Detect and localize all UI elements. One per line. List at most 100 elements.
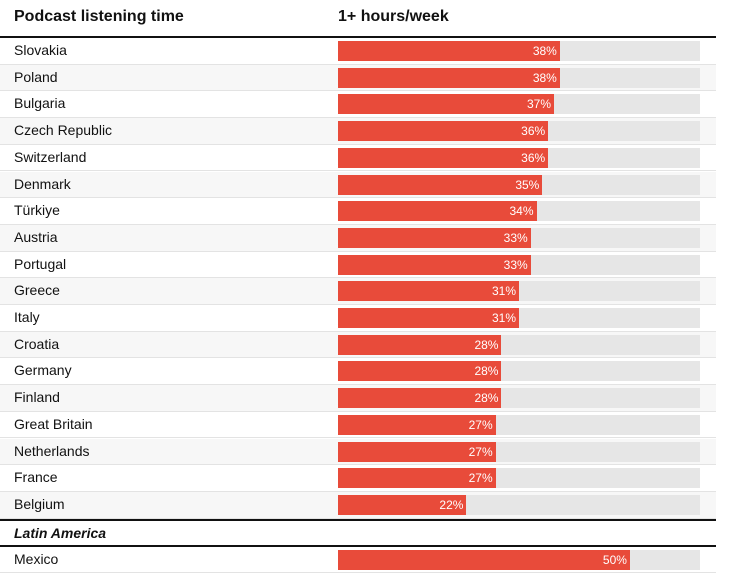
country-label: Netherlands	[14, 442, 90, 459]
table-row: Greece 31%	[0, 278, 716, 305]
bar: 36%	[338, 147, 549, 168]
value-label: 50%	[602, 552, 627, 567]
bar: 37%	[338, 94, 555, 115]
table-row: Czech Republic 36%	[0, 118, 716, 145]
bar-track: 28%	[338, 361, 700, 382]
bar-track: 27%	[338, 468, 700, 489]
bar: 31%	[338, 281, 519, 302]
table-row: Italy 31%	[0, 305, 716, 332]
table-row: Belgium 22%	[0, 491, 716, 519]
value-label: 37%	[527, 97, 552, 112]
table-row: Denmark 35%	[0, 171, 716, 199]
table-row: Germany 28%	[0, 358, 716, 386]
bar: 28%	[338, 388, 502, 409]
bar: 33%	[338, 227, 531, 248]
country-label: France	[14, 469, 58, 486]
country-label: Belgium	[14, 495, 65, 512]
value-label: 33%	[503, 257, 528, 272]
bar: 28%	[338, 334, 502, 355]
bar-track: 36%	[338, 121, 700, 142]
bar-track: 31%	[338, 281, 700, 302]
country-label: Italy	[14, 309, 40, 325]
label-column-header: Podcast listening time	[14, 8, 184, 25]
country-label: Croatia	[14, 335, 60, 352]
country-label: Mexico	[14, 550, 59, 567]
section-label: Latin America	[14, 524, 107, 541]
bar-track: 37%	[338, 94, 700, 115]
bar: 27%	[338, 414, 496, 435]
bar: 36%	[338, 121, 549, 142]
table-row: Portugal 33%	[0, 252, 716, 279]
value-label: 36%	[521, 124, 546, 139]
country-label: Germany	[14, 362, 72, 379]
bar-track: 38%	[338, 67, 700, 88]
value-label: 36%	[521, 150, 546, 165]
country-label: Czech Republic	[14, 122, 113, 139]
country-label: Türkiye	[14, 202, 60, 219]
value-label: 28%	[474, 364, 499, 379]
table-row: France 27%	[0, 465, 716, 492]
bar: 33%	[338, 254, 531, 275]
value-label: 27%	[468, 417, 493, 432]
value-label: 31%	[491, 311, 516, 325]
bar-track: 33%	[338, 254, 700, 275]
bar: 38%	[338, 67, 560, 88]
bar-track: 38%	[338, 41, 700, 61]
table-row: Slovakia 38%	[0, 38, 716, 65]
country-label: Switzerland	[14, 148, 87, 165]
bar: 27%	[338, 441, 496, 462]
bar: 50%	[338, 549, 630, 570]
divider-rule	[0, 544, 716, 547]
bar-track: 22%	[338, 494, 700, 515]
value-label: 38%	[532, 44, 557, 58]
bar: 35%	[338, 174, 543, 195]
table-row: Austria 33%	[0, 224, 716, 252]
table-row: Croatia 28%	[0, 331, 716, 359]
value-label: 27%	[468, 471, 493, 486]
value-label: 38%	[532, 70, 557, 85]
table-row: Türkiye 34%	[0, 198, 716, 225]
table-row: Poland 38%	[0, 64, 716, 92]
country-label: Austria	[14, 228, 58, 245]
value-label: 22%	[439, 497, 464, 512]
bar-track: 27%	[338, 441, 700, 462]
chart-header: Podcast listening time 1+ hours/week	[0, 0, 716, 36]
country-label: Slovakia	[14, 42, 67, 58]
country-label: Portugal	[14, 255, 67, 272]
bar-track: 31%	[338, 308, 700, 328]
divider-rule	[0, 518, 716, 521]
country-label: Denmark	[14, 175, 71, 192]
value-label: 28%	[474, 337, 499, 352]
value-label: 35%	[515, 177, 540, 192]
table-row: Netherlands 27%	[0, 438, 716, 466]
bar-track: 36%	[338, 147, 700, 168]
value-column-header: 1+ hours/week	[338, 8, 449, 25]
bar-track: 34%	[338, 201, 700, 222]
country-label: Poland	[14, 68, 58, 85]
bar-track: 28%	[338, 388, 700, 409]
bar: 27%	[338, 468, 496, 489]
table-row: Great Britain 27%	[0, 412, 716, 439]
bar-track: 35%	[338, 174, 700, 195]
bar-track: 50%	[338, 549, 700, 570]
divider-rule	[0, 36, 716, 38]
value-label: 34%	[509, 204, 534, 219]
bar-track: 27%	[338, 414, 700, 435]
country-label: Greece	[14, 282, 60, 299]
bar-track: 33%	[338, 227, 700, 248]
value-label: 31%	[491, 284, 516, 299]
value-label: 27%	[468, 444, 493, 459]
bar: 31%	[338, 308, 519, 328]
bar: 38%	[338, 41, 560, 61]
bar: 22%	[338, 494, 467, 515]
value-label: 28%	[474, 391, 499, 406]
table-row: Mexico 50%	[0, 547, 716, 574]
table-row: Switzerland 36%	[0, 145, 716, 172]
country-label: Finland	[14, 389, 60, 406]
bar: 34%	[338, 201, 537, 222]
bar-track: 28%	[338, 334, 700, 355]
bar: 28%	[338, 361, 502, 382]
country-label: Bulgaria	[14, 95, 66, 112]
table-row: Bulgaria 37%	[0, 91, 716, 119]
table-row: Finland 28%	[0, 385, 716, 412]
